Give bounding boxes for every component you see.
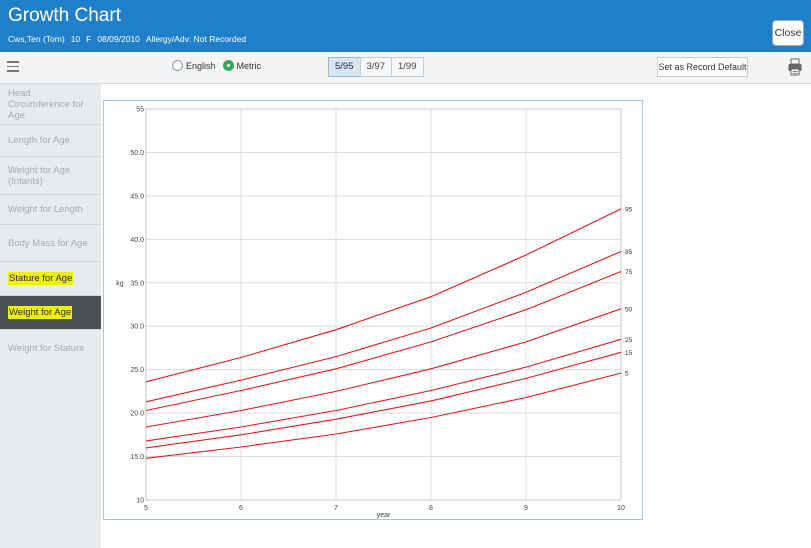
nav-body-mass-for-age[interactable]: Body Mass for Age [0, 225, 101, 262]
metric-radio[interactable] [222, 60, 234, 71]
x-tick-label: 6 [239, 505, 243, 512]
percentile-curve-5 [145, 372, 622, 459]
y-tick-label: 45.0 [130, 193, 144, 200]
set-record-default-button[interactable]: Set as Record Default [657, 57, 748, 77]
y-tick-label: 35.0 [130, 280, 144, 287]
percentile-label-95: 95 [625, 206, 633, 213]
percentile-set-selector: 5/95 3/97 1/99 [328, 57, 424, 77]
x-axis-label: year [377, 512, 391, 519]
unit-selector: English Metric [172, 60, 268, 71]
x-tick-label: 5 [144, 505, 148, 512]
y-tick-label: 50.0 [130, 150, 144, 157]
percentile-label-85: 85 [625, 249, 633, 256]
patient-name: Cws,Ten (Tom) [8, 34, 65, 44]
weight-for-age-chart: 5 6 7 8 9 10 10 15.0 20.0 25.0 30.0 35.0 40.0 45.0 50.… [116, 107, 633, 520]
percentile-curve-75 [145, 270, 622, 412]
nav-weight-for-stature[interactable]: Weight for Stature [0, 330, 101, 366]
percentile-curve-95 [145, 208, 622, 383]
percentile-curve-50 [145, 308, 622, 428]
english-radio[interactable] [172, 60, 183, 71]
nav-stature-for-age[interactable]: Stature for Age [0, 262, 101, 296]
nav-label: Weight for Age [8, 306, 73, 319]
nav-weight-for-age-infants[interactable]: Weight for Age (Infants) [0, 157, 101, 195]
y-tick-label: 40.0 [130, 237, 144, 244]
title-bar: Growth Chart Cws,Ten (Tom) 10 F 08/09/2010 A… [0, 0, 811, 52]
nav-length-for-age[interactable]: Length for Age [0, 125, 101, 157]
percentile-label-75: 75 [625, 269, 633, 276]
patient-banner: Cws,Ten (Tom) 10 F 08/09/2010 Allergy/Adv: N… [8, 33, 252, 45]
nav-label: Weight for Length [8, 204, 83, 215]
hamburger-menu-icon[interactable] [7, 61, 19, 73]
y-tick-label: 20.0 [130, 411, 144, 418]
y-tick-label: 15.0 [130, 454, 144, 461]
y-tick-label: 10 [136, 498, 144, 505]
percentile-label-5: 5 [625, 371, 629, 378]
nav-head-circumference-for-age[interactable]: Head Circumference for Age [0, 84, 101, 125]
english-label[interactable]: English [186, 60, 216, 71]
nav-weight-for-age[interactable]: Weight for Age [0, 296, 101, 330]
app-title: Growth Chart [8, 5, 121, 26]
y-tick-label: 25.0 [130, 367, 144, 374]
patient-dob: 08/09/2010 [97, 34, 140, 44]
x-tick-label: 9 [524, 505, 528, 512]
nav-label: Body Mass for Age [8, 237, 88, 249]
patient-age: 10 [70, 34, 81, 44]
metric-label[interactable]: Metric [236, 60, 262, 71]
percentile-1-99-button[interactable]: 1/99 [391, 57, 424, 77]
nav-label: Head Circumference for Age [8, 87, 84, 121]
percentile-5-95-button[interactable]: 5/95 [328, 57, 361, 77]
percentile-curve-25 [145, 338, 622, 442]
print-icon[interactable] [788, 58, 802, 76]
nav-label: Weight for Stature [8, 342, 85, 354]
nav-label: Stature for Age [8, 272, 74, 285]
growth-chart-panel: 5 6 7 8 9 10 10 15.0 20.0 25.0 30.0 35.0 40.0 45.0 50.… [103, 100, 643, 520]
y-tick-label: 30.0 [130, 324, 144, 331]
plot-area-border [145, 108, 622, 501]
x-tick-label: 8 [429, 505, 433, 512]
x-tick-label: 10 [617, 505, 625, 512]
x-tick-label: 7 [334, 505, 338, 512]
toolbar: English Metric 5/95 3/97 1/99 Set as Rec… [0, 52, 811, 84]
allergy-status: Allergy/Adv: Not Recorded [145, 34, 247, 44]
nav-weight-for-length[interactable]: Weight for Length [0, 195, 101, 225]
percentile-label-15: 15 [625, 350, 633, 357]
y-tick-label: 55 [136, 107, 144, 114]
patient-sex: F [86, 34, 92, 44]
nav-label: Weight for Age (Infants) [8, 164, 71, 187]
close-button[interactable]: Close [772, 20, 804, 46]
y-axis-label: kg [116, 280, 124, 287]
percentile-label-50: 50 [625, 306, 633, 313]
nav-label: Length for Age [8, 135, 70, 146]
percentile-curve-85 [145, 250, 622, 403]
percentile-curve-15 [145, 351, 622, 449]
chart-type-sidebar: Head Circumference for Age Length for Ag… [0, 84, 101, 548]
percentile-label-25: 25 [625, 337, 633, 344]
percentile-3-97-button[interactable]: 3/97 [359, 57, 392, 77]
